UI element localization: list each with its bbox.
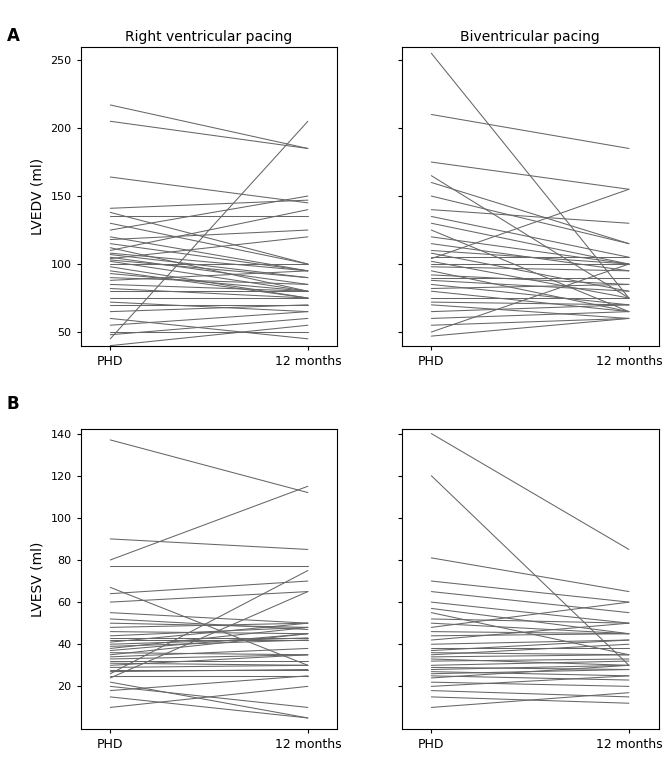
- Text: B: B: [7, 395, 19, 413]
- Title: Right ventricular pacing: Right ventricular pacing: [126, 30, 293, 44]
- Y-axis label: LVESV (ml): LVESV (ml): [31, 541, 45, 617]
- Title: Biventricular pacing: Biventricular pacing: [460, 30, 600, 44]
- Text: A: A: [7, 27, 19, 45]
- Y-axis label: LVEDV (ml): LVEDV (ml): [31, 157, 45, 235]
